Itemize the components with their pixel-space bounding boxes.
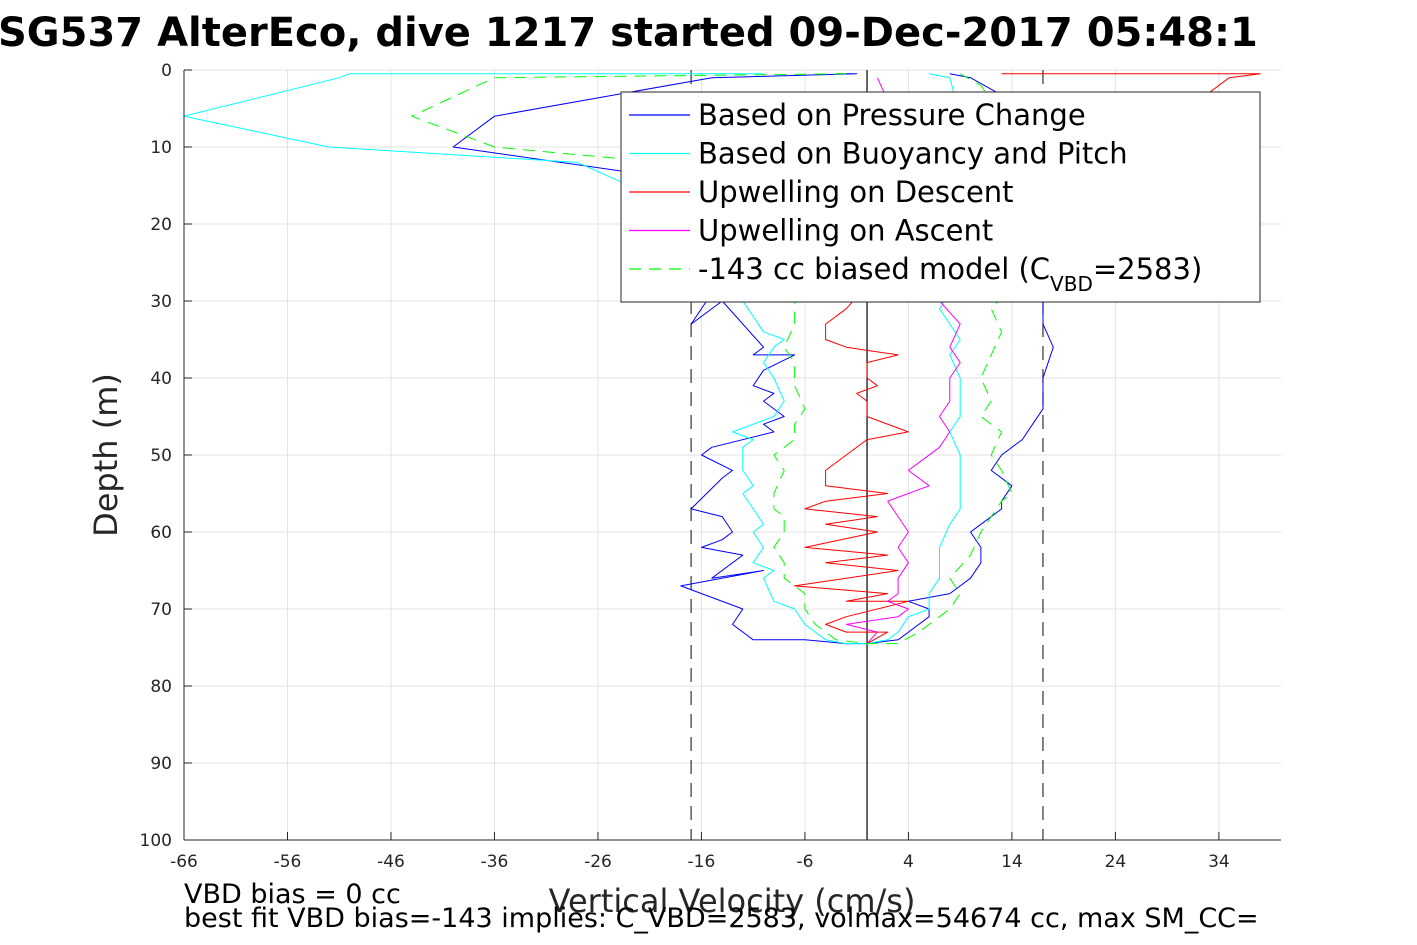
vbd-bias-note: VBD bias = 0 cc	[184, 879, 401, 910]
legend-label: Upwelling on Descent	[698, 175, 1014, 209]
y-tick-label: 90	[150, 754, 172, 774]
x-tick-label: -46	[377, 852, 405, 872]
legend-label: Based on Buoyancy and Pitch	[698, 137, 1128, 171]
legend-box	[620, 91, 1261, 303]
x-tick-label: -6	[796, 852, 813, 872]
x-tick-label: 24	[1105, 852, 1127, 872]
series-line	[452, 73, 1096, 645]
y-tick-label: 60	[150, 523, 172, 543]
y-tick-label: 20	[150, 215, 172, 235]
legend-label: Based on Pressure Change	[698, 98, 1086, 132]
y-tick-label: 50	[150, 446, 172, 466]
legend: Based on Pressure Change Based on Buoyanc…	[620, 91, 1261, 303]
x-tick-labels: -66 -56 -46 -36 -26 -16 -6 4 14 24 34	[170, 852, 1230, 872]
chart-title: SG537 AlterEco, dive 1217 started 09-Dec…	[0, 10, 1258, 56]
x-tick-label: -66	[170, 852, 198, 872]
series-line	[184, 73, 982, 645]
legend-label: -143 cc biased model (CVBD=2583)	[698, 252, 1202, 296]
x-tick-label: 4	[903, 852, 914, 872]
series-line	[411, 73, 1044, 645]
y-tick-label: 30	[150, 292, 172, 312]
x-tick-label: -56	[274, 852, 302, 872]
axes	[183, 69, 1281, 841]
x-axis-label: Vertical Velocity (cm/s)	[549, 882, 916, 920]
y-tick-label: 40	[150, 369, 172, 389]
x-tick-label: -36	[481, 852, 509, 872]
best-fit-note: best fit VBD bias=-143 implies: C_VBD=25…	[184, 903, 1259, 934]
x-tick-label: -26	[584, 852, 612, 872]
x-tick-label: 14	[1001, 852, 1023, 872]
y-tick-label: 100	[140, 831, 172, 851]
y-tick-labels: 0 10 20 30 40 50 60 70 80 90 100	[140, 61, 172, 851]
y-tick-label: 10	[150, 138, 172, 158]
legend-label-tail: =2583)	[1093, 252, 1202, 286]
x-tick-label: 34	[1208, 852, 1230, 872]
legend-label: Upwelling on Ascent	[698, 214, 993, 248]
x-tick-label: -16	[688, 852, 716, 872]
y-axis-label: Depth (m)	[87, 373, 125, 537]
y-tick-label: 0	[161, 61, 172, 81]
legend-label-main: -143 cc biased model (C	[698, 252, 1050, 286]
y-tick-label: 80	[150, 677, 172, 697]
legend-label-subscript: VBD	[1050, 272, 1093, 296]
y-tick-label: 70	[150, 600, 172, 620]
